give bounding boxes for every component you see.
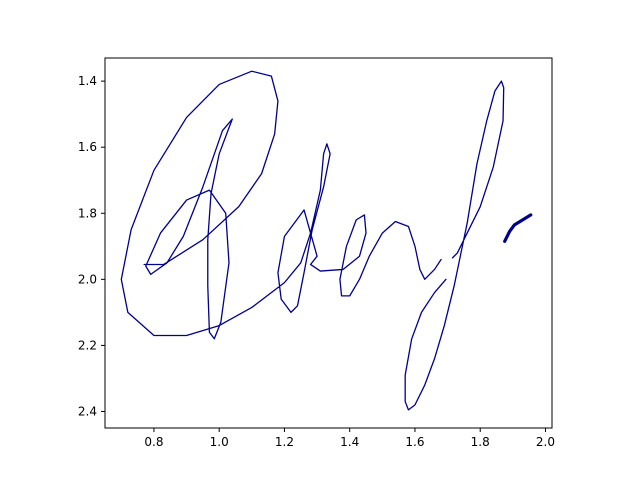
- series-layer: [120, 70, 533, 411]
- y-tick-label: 2.2: [78, 338, 97, 352]
- series-line-1: [145, 118, 233, 340]
- x-tick-label: 1.4: [340, 435, 359, 449]
- x-tick-label: 1.0: [210, 435, 229, 449]
- x-tick-label: 1.8: [471, 435, 490, 449]
- y-tick-label: 2.0: [78, 272, 97, 286]
- series-line-2: [120, 70, 442, 337]
- y-tick-label: 1.8: [78, 206, 97, 220]
- x-tick-label: 1.6: [405, 435, 424, 449]
- series-line-3: [404, 80, 505, 411]
- y-tick-label: 2.4: [78, 404, 97, 418]
- x-tick-label: 0.8: [144, 435, 163, 449]
- y-tick-label: 1.4: [78, 74, 97, 88]
- y-axis: 1.4 1.6 1.8 2.0 2.2 2.4: [78, 74, 105, 418]
- y-tick-label: 1.6: [78, 140, 97, 154]
- x-tick-label: 1.2: [275, 435, 294, 449]
- plot-frame: [104, 57, 553, 429]
- x-axis: 0.8 1.0 1.2 1.4 1.6 1.8 2.0: [144, 428, 555, 449]
- x-tick-label: 2.0: [536, 435, 555, 449]
- series-line-4: [503, 213, 533, 243]
- plot-area: [105, 58, 552, 428]
